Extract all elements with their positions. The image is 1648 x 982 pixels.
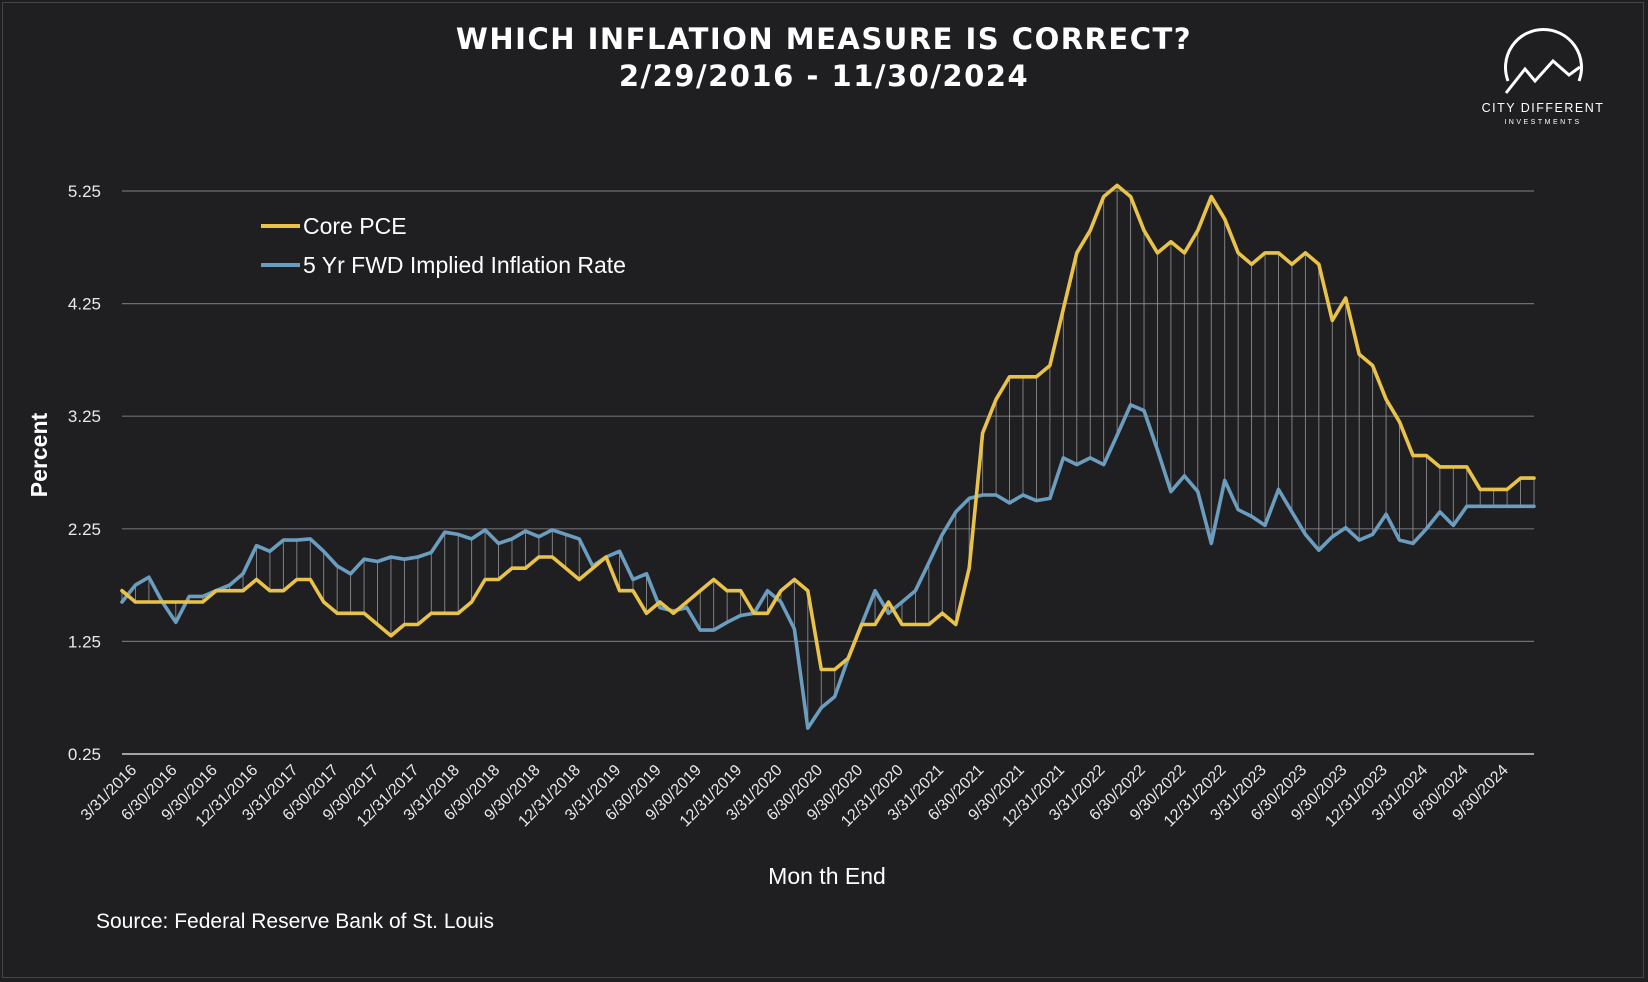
x-axis-title: Mon th End bbox=[768, 863, 886, 889]
logo-subname: INVESTMENTS bbox=[1504, 119, 1581, 126]
x-axis-ticks: 3/31/20166/30/20169/30/201612/31/20163/3… bbox=[78, 762, 1512, 831]
grid-lines bbox=[122, 190, 1534, 755]
source-note: Source: Federal Reserve Bank of St. Loui… bbox=[96, 910, 494, 933]
y-axis-ticks: 5.25 4.25 3.25 2.25 1.25 0.25 bbox=[68, 182, 101, 764]
mountain-logo-icon bbox=[1504, 28, 1583, 94]
y-tick-label: 0.25 bbox=[68, 745, 101, 764]
y-axis-title: Percent bbox=[26, 412, 52, 497]
y-tick-label: 5.25 bbox=[68, 182, 101, 201]
series-lines bbox=[120, 183, 1536, 730]
legend-label-core-pce: Core PCE bbox=[303, 213, 407, 239]
chart-title: WHICH INFLATION MEASURE IS CORRECT? bbox=[456, 22, 1192, 56]
company-logo: CITY DIFFERENT INVESTMENTS bbox=[1482, 28, 1605, 126]
y-tick-label: 1.25 bbox=[68, 632, 101, 651]
series-line-5yr-fwd bbox=[120, 403, 1536, 730]
chart-subtitle: 2/29/2016 - 11/30/2024 bbox=[619, 59, 1029, 93]
series-line-core-pce bbox=[120, 183, 1536, 672]
legend: Core PCE 5 Yr FWD Implied Inflation Rate bbox=[261, 213, 626, 278]
y-tick-label: 3.25 bbox=[68, 407, 101, 426]
y-tick-label: 4.25 bbox=[68, 295, 101, 314]
legend-label-5yr-fwd: 5 Yr FWD Implied Inflation Rate bbox=[303, 252, 626, 278]
y-tick-label: 2.25 bbox=[68, 520, 101, 539]
gap-hatching bbox=[121, 185, 1535, 729]
logo-name: CITY DIFFERENT bbox=[1482, 101, 1605, 115]
chart-canvas: WHICH INFLATION MEASURE IS CORRECT? 2/29… bbox=[26, 22, 1605, 933]
